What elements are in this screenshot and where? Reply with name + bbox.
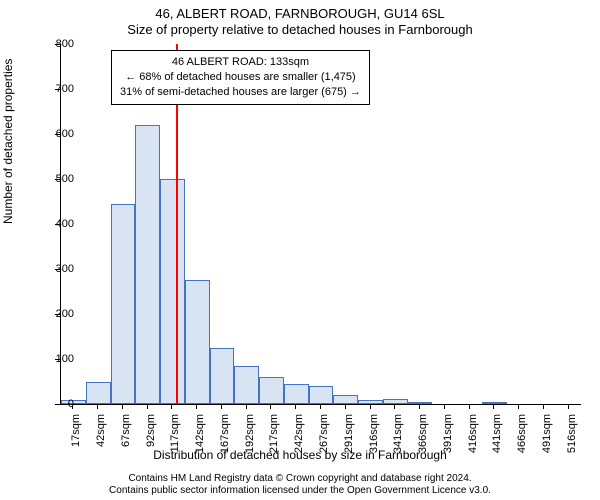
property-info-box: 46 ALBERT ROAD: 133sqm ← 68% of detached… xyxy=(111,50,370,105)
x-tick-label: 192sqm xyxy=(244,414,256,464)
chart-title-subtitle: Size of property relative to detached ho… xyxy=(0,22,600,37)
y-tick-mark xyxy=(55,44,60,45)
info-box-smaller: ← 68% of detached houses are smaller (1,… xyxy=(120,70,361,85)
histogram-bar xyxy=(210,348,235,404)
y-tick-mark xyxy=(55,179,60,180)
x-tick-label: 416sqm xyxy=(467,414,479,464)
x-tick-mark xyxy=(295,404,296,409)
x-tick-label: 516sqm xyxy=(566,414,578,464)
x-tick-mark xyxy=(196,404,197,409)
histogram-bar xyxy=(284,384,309,404)
x-tick-mark xyxy=(270,404,271,409)
histogram-bar xyxy=(358,400,383,405)
x-tick-mark xyxy=(419,404,420,409)
histogram-bar xyxy=(234,366,259,404)
histogram-bar xyxy=(86,382,111,405)
x-tick-label: 242sqm xyxy=(293,414,305,464)
y-tick-mark xyxy=(55,404,60,405)
x-tick-mark xyxy=(122,404,123,409)
histogram-bar xyxy=(333,395,358,404)
x-tick-mark xyxy=(469,404,470,409)
x-tick-mark xyxy=(221,404,222,409)
footer-copyright-2: Contains public sector information licen… xyxy=(0,485,600,496)
property-histogram-chart: 46, ALBERT ROAD, FARNBOROUGH, GU14 6SL S… xyxy=(0,0,600,500)
x-tick-mark xyxy=(394,404,395,409)
x-tick-label: 17sqm xyxy=(70,414,82,464)
y-tick-mark xyxy=(55,89,60,90)
histogram-bar xyxy=(160,179,185,404)
plot-area: 46 ALBERT ROAD: 133sqm ← 68% of detached… xyxy=(60,44,581,405)
chart-title-address: 46, ALBERT ROAD, FARNBOROUGH, GU14 6SL xyxy=(0,6,600,21)
x-tick-label: 341sqm xyxy=(392,414,404,464)
x-tick-label: 42sqm xyxy=(95,414,107,464)
y-axis-label: Number of detached properties xyxy=(1,59,15,224)
y-tick-mark xyxy=(55,134,60,135)
histogram-bar xyxy=(111,204,136,404)
x-tick-mark xyxy=(72,404,73,409)
x-tick-label: 491sqm xyxy=(541,414,553,464)
x-tick-mark xyxy=(320,404,321,409)
x-tick-label: 366sqm xyxy=(417,414,429,464)
x-tick-mark xyxy=(246,404,247,409)
x-tick-label: 441sqm xyxy=(491,414,503,464)
x-tick-mark xyxy=(543,404,544,409)
x-tick-mark xyxy=(444,404,445,409)
histogram-bar xyxy=(309,386,334,404)
x-tick-mark xyxy=(345,404,346,409)
x-tick-mark xyxy=(518,404,519,409)
x-tick-label: 142sqm xyxy=(194,414,206,464)
x-tick-label: 391sqm xyxy=(442,414,454,464)
x-tick-mark xyxy=(370,404,371,409)
histogram-bar xyxy=(185,280,210,404)
y-tick-mark xyxy=(55,269,60,270)
x-tick-mark xyxy=(493,404,494,409)
x-tick-label: 267sqm xyxy=(318,414,330,464)
info-box-larger: 31% of semi-detached houses are larger (… xyxy=(120,85,361,100)
x-tick-label: 67sqm xyxy=(120,414,132,464)
y-tick-mark xyxy=(55,359,60,360)
histogram-bar xyxy=(259,377,284,404)
x-tick-mark xyxy=(171,404,172,409)
x-tick-label: 217sqm xyxy=(268,414,280,464)
footer-copyright-1: Contains HM Land Registry data © Crown c… xyxy=(0,473,600,484)
x-tick-mark xyxy=(568,404,569,409)
x-tick-label: 92sqm xyxy=(145,414,157,464)
y-tick-mark xyxy=(55,314,60,315)
histogram-bar xyxy=(135,125,160,404)
y-tick-mark xyxy=(55,224,60,225)
x-tick-mark xyxy=(97,404,98,409)
x-tick-label: 291sqm xyxy=(343,414,355,464)
x-tick-label: 316sqm xyxy=(368,414,380,464)
x-tick-label: 466sqm xyxy=(516,414,528,464)
x-tick-label: 167sqm xyxy=(219,414,231,464)
x-tick-label: 117sqm xyxy=(169,414,181,464)
info-box-property: 46 ALBERT ROAD: 133sqm xyxy=(120,55,361,70)
x-tick-mark xyxy=(147,404,148,409)
